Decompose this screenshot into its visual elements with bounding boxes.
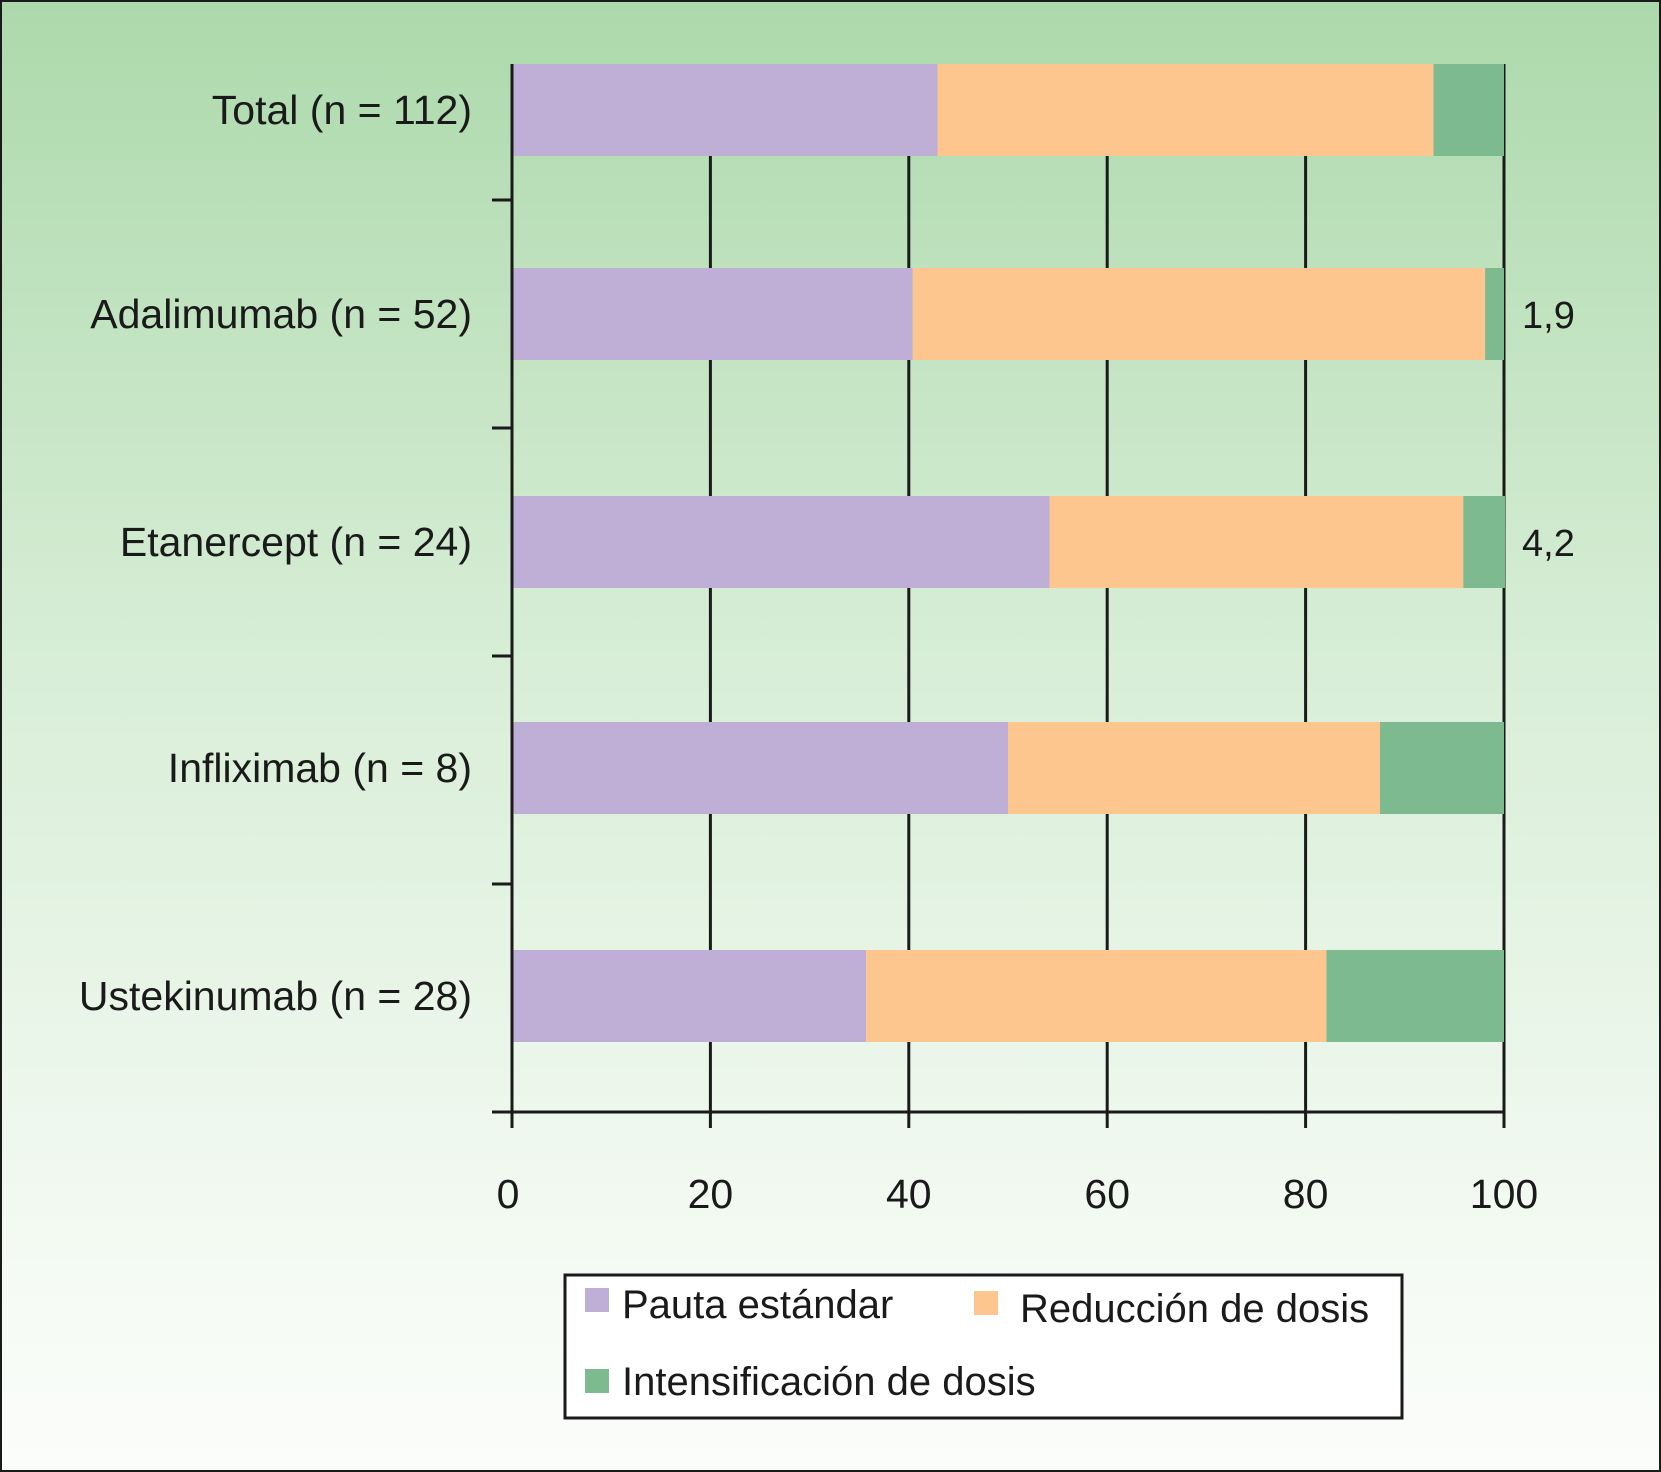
category-label: Total (n = 112)	[212, 87, 472, 133]
bar-segment-4-1	[866, 950, 1327, 1042]
legend-swatch-2	[585, 1369, 609, 1393]
bar-segment-3-0	[512, 722, 1008, 814]
category-label: Ustekinumab (n = 28)	[79, 973, 472, 1019]
bar-segment-2-2	[1463, 496, 1505, 588]
legend-label-2: Intensificación de dosis	[622, 1360, 1036, 1404]
labels: Total (n = 112) Adalimumab (n = 52) Etaner…	[79, 87, 1575, 1217]
legend: Pauta estándar Reducción de dosis Intensif…	[563, 1273, 1404, 1420]
x-tick-label: 80	[1283, 1171, 1329, 1217]
bar-segment-3-2	[1380, 722, 1504, 814]
bar-segment-0-2	[1433, 64, 1504, 156]
bar-segment-2-0	[512, 496, 1050, 588]
bar-segment-1-0	[512, 268, 913, 360]
x-tick-label: 0	[497, 1171, 520, 1217]
legend-swatch-0	[585, 1288, 609, 1312]
bar-segment-1-1	[912, 268, 1486, 360]
data-label: 4,2	[1522, 523, 1575, 565]
bar-segment-3-1	[1008, 722, 1380, 814]
data-label: 1,9	[1522, 295, 1575, 337]
bar-segment-4-0	[512, 950, 867, 1042]
bar-segment-0-0	[512, 64, 938, 156]
axes	[492, 64, 1504, 1114]
bar-segment-1-2	[1485, 268, 1504, 360]
bar-segment-4-2	[1326, 950, 1504, 1042]
legend-swatch-1	[974, 1291, 998, 1315]
legend-label-0: Pauta estándar	[622, 1283, 893, 1327]
bar-segment-0-1	[937, 64, 1434, 156]
category-label: Adalimumab (n = 52)	[90, 291, 472, 337]
category-label: Etanercept (n = 24)	[120, 519, 472, 565]
x-tick-label: 20	[688, 1171, 734, 1217]
x-tick-label: 60	[1084, 1171, 1130, 1217]
bar-segment-2-1	[1049, 496, 1464, 588]
x-tick-label: 100	[1470, 1171, 1538, 1217]
bars	[512, 64, 1505, 1042]
legend-label-1: Reducción de dosis	[1020, 1287, 1369, 1331]
category-label: Infliximab (n = 8)	[168, 745, 472, 791]
x-tick-label: 40	[886, 1171, 932, 1217]
